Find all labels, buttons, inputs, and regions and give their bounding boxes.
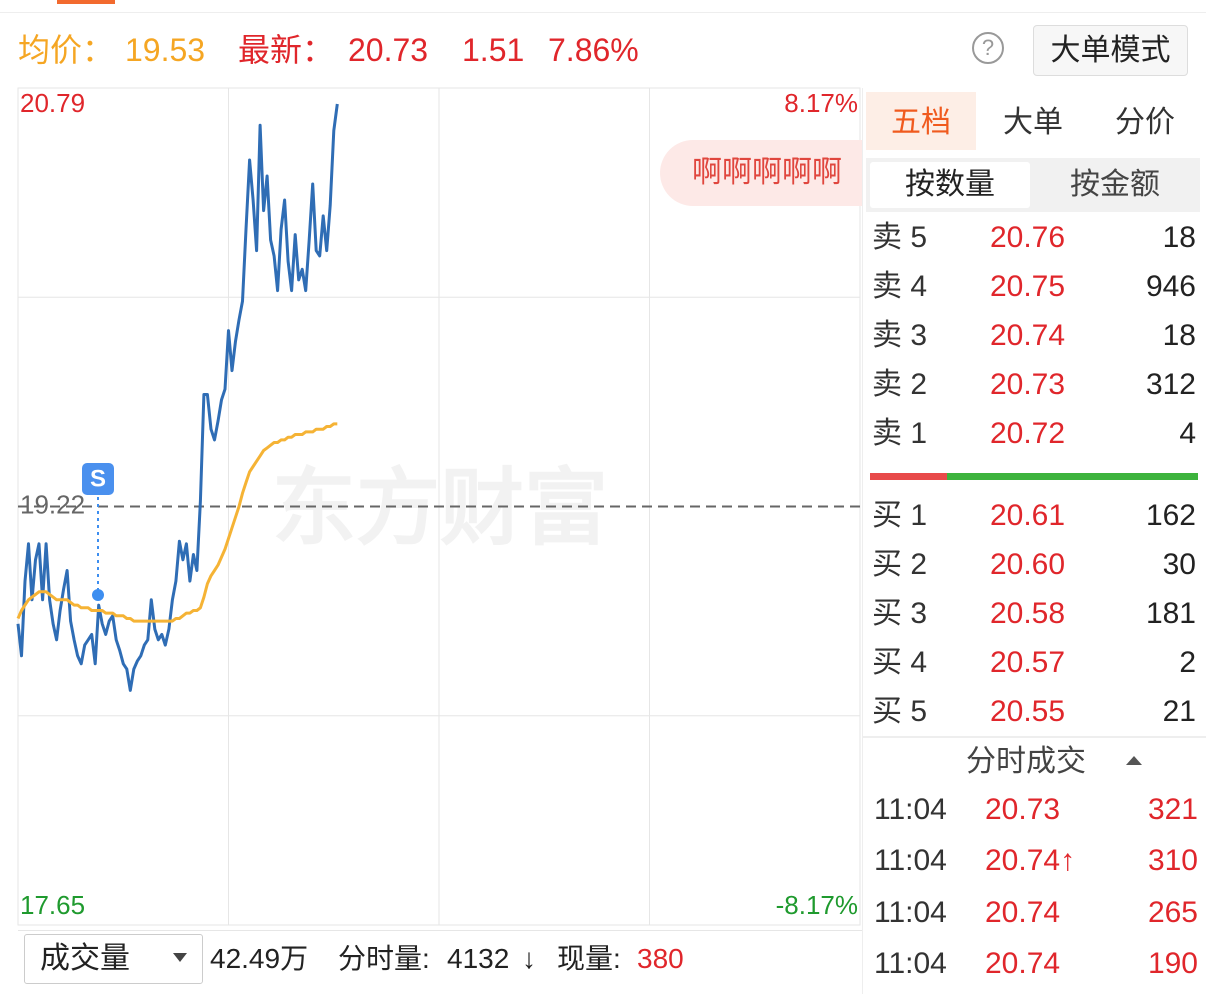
trade-time: 11:04: [874, 946, 947, 980]
subtab-active-bg[interactable]: [870, 162, 1030, 208]
level-volume: 312: [1145, 368, 1196, 401]
trade-volume: 321: [1147, 793, 1198, 826]
level-volume: 21: [1162, 695, 1196, 728]
level-label: 买 1: [872, 499, 928, 532]
level-price: 20.72: [989, 417, 1066, 450]
top-border: [0, 12, 1206, 13]
level-price: 20.61: [989, 499, 1066, 532]
panel-sep: [862, 736, 1206, 738]
volume-current-label: 现量:: [557, 943, 621, 974]
y2-tick-label: -8.17%: [776, 890, 858, 920]
level-volume: 162: [1145, 499, 1196, 532]
level-label: 卖 4: [872, 270, 928, 303]
trades-title[interactable]: 分时成交: [966, 745, 1086, 778]
avg-price: 19.53: [125, 32, 206, 68]
subtab[interactable]: 按数量: [905, 168, 995, 201]
top-tab[interactable]: [57, 0, 115, 4]
trade-volume: 310: [1147, 844, 1198, 878]
level-volume: 18: [1162, 319, 1196, 352]
volume-arrow: ↓: [522, 943, 536, 974]
sell-ratio: [946, 473, 1198, 480]
trade-time: 11:04: [874, 844, 947, 878]
level-price: 20.74: [989, 319, 1066, 352]
trade-price: 20.74: [985, 895, 1061, 929]
avg-label: 均价：: [18, 32, 115, 68]
volume-current: 380: [637, 943, 684, 974]
trade-price: 20.73: [985, 793, 1061, 826]
level-price: 20.60: [989, 548, 1066, 581]
selector-box[interactable]: [24, 934, 203, 984]
level-price: 20.75: [989, 270, 1066, 303]
price-line: [16, 103, 339, 692]
subtab[interactable]: 按金额: [1070, 168, 1160, 201]
trade-time: 11:04: [874, 793, 947, 826]
level-volume: 4: [1179, 417, 1196, 450]
level-label: 卖 3: [872, 319, 928, 352]
tab[interactable]: 五档: [891, 106, 951, 139]
bubble: [660, 140, 862, 206]
chart: 东方财富 17.65 19.22 20.79 -8.17% 8.17% S 啊啊啊啊啊: [16, 87, 862, 926]
marker-label: S: [90, 465, 106, 492]
sort-icon[interactable]: [1126, 756, 1142, 765]
trade-price: 20.74↑: [985, 844, 1076, 878]
change-pct: 7.86%: [548, 32, 639, 68]
level-volume: 2: [1179, 646, 1196, 679]
buy-ratio: [870, 473, 947, 480]
level-price: 20.73: [989, 368, 1066, 401]
y-tick-label: 20.79: [20, 88, 85, 118]
level-price: 20.55: [989, 695, 1066, 728]
level-price: 20.76: [989, 221, 1066, 254]
tab[interactable]: 分价: [1115, 106, 1175, 139]
price-line: [16, 422, 338, 623]
trade-price: 20.74: [985, 946, 1061, 980]
level-label: 卖 2: [872, 368, 928, 401]
selector-caret[interactable]: [173, 953, 187, 962]
marker-box: [82, 463, 114, 495]
level-volume: 181: [1145, 597, 1196, 630]
level-label: 买 3: [872, 597, 928, 630]
watermark: 东方财富: [272, 461, 608, 555]
level-label: 卖 5: [872, 221, 928, 254]
volume-total: 42.49万: [210, 943, 309, 974]
y2-tick-label: 8.17%: [784, 88, 858, 118]
latest-price: 20.73: [348, 32, 429, 68]
change: 1.51: [462, 32, 525, 68]
volume-minute-label: 分时量:: [338, 943, 430, 974]
level-label: 卖 1: [872, 417, 928, 450]
level-label: 买 2: [872, 548, 928, 581]
level-label: 买 4: [872, 646, 928, 679]
tab[interactable]: 大单: [1003, 106, 1063, 139]
marker-dot: [92, 589, 104, 601]
trade-volume: 190: [1147, 946, 1198, 980]
trade-volume: 265: [1147, 895, 1198, 929]
selector-text[interactable]: 成交量: [40, 942, 130, 975]
y-tick-label: 17.65: [20, 890, 85, 920]
level-volume: 30: [1162, 548, 1196, 581]
bubble-text: 啊啊啊啊啊: [692, 156, 842, 189]
bottom-border: [18, 930, 862, 931]
y-tick-label: 19.22: [20, 489, 85, 519]
level-price: 20.58: [989, 597, 1066, 630]
tab-active-bg[interactable]: [866, 92, 976, 150]
panel-left-border: [862, 88, 863, 994]
level-price: 20.57: [989, 646, 1066, 679]
help-icon[interactable]: ?: [972, 32, 1004, 64]
level-label: 买 5: [872, 695, 928, 728]
mode-button[interactable]: 大单模式: [1033, 25, 1188, 76]
volume-minute-volume: 4132: [447, 943, 510, 974]
trade-time: 11:04: [874, 895, 947, 929]
level-volume: 946: [1145, 270, 1196, 303]
level-volume: 18: [1162, 221, 1196, 254]
latest-label: 最新：: [238, 32, 335, 68]
